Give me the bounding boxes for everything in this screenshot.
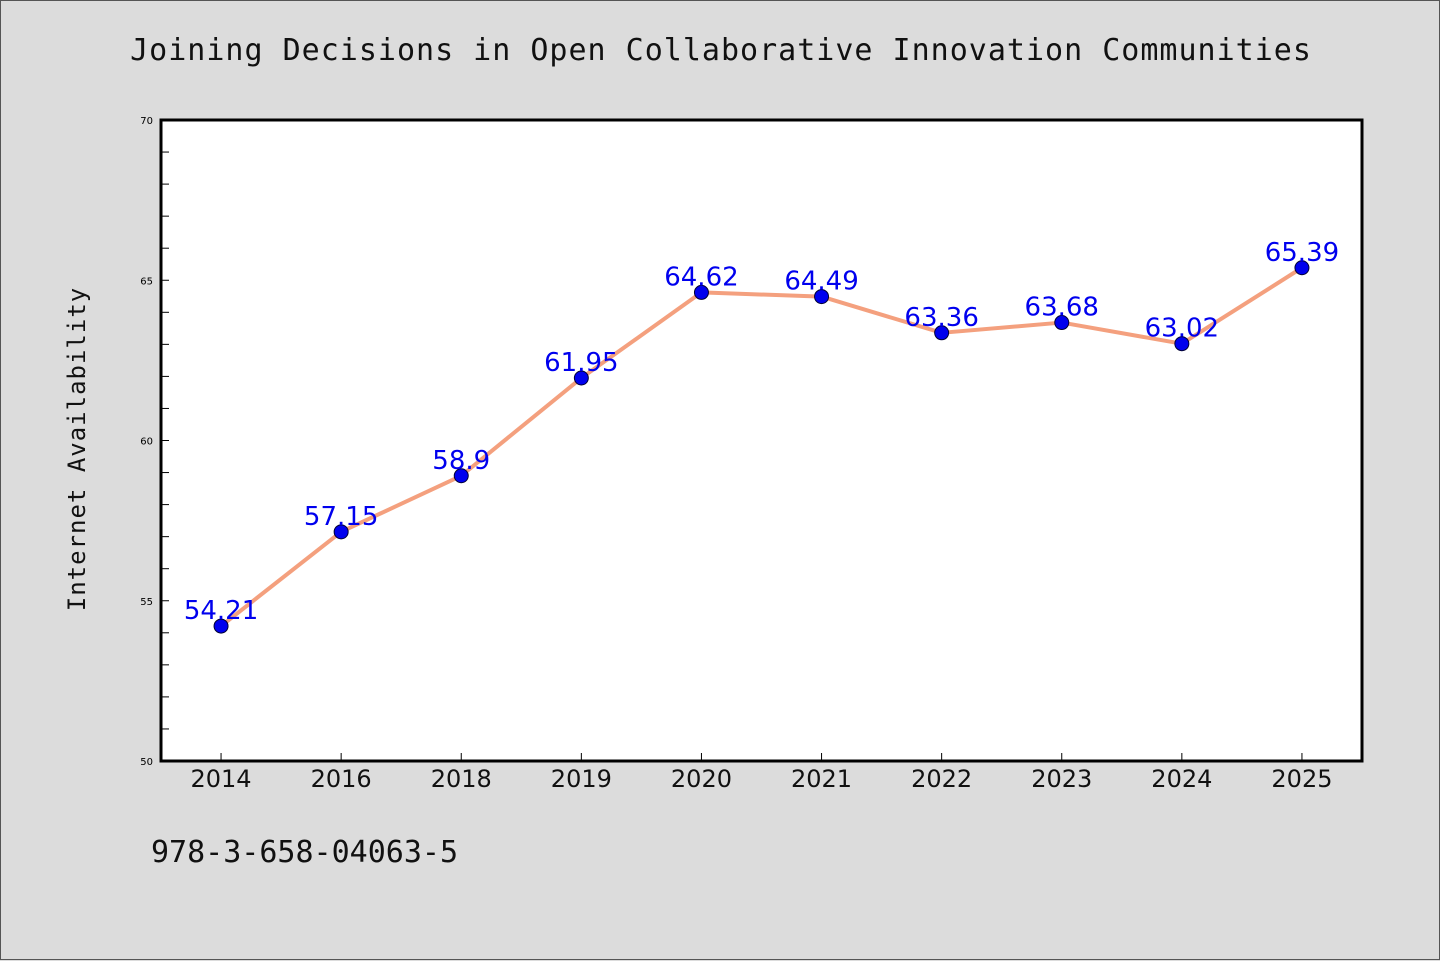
x-tick-label: 2016 (311, 765, 372, 793)
data-label: 58.9 (432, 446, 490, 476)
y-tick-label: 60 (140, 437, 153, 448)
data-label: 63.36 (904, 303, 978, 333)
data-label: 64.62 (664, 262, 738, 292)
data-point (1294, 260, 1310, 276)
data-point (573, 370, 589, 386)
x-tick-label: 2018 (431, 765, 492, 793)
data-point (453, 468, 469, 484)
plot-area (159, 118, 1364, 763)
x-tick-label: 2024 (1151, 765, 1212, 793)
x-tick-label: 2022 (911, 765, 972, 793)
data-label: 57.15 (304, 502, 378, 532)
x-tick-label: 2020 (671, 765, 732, 793)
data-point (1054, 315, 1070, 331)
data-label: 64.49 (784, 267, 858, 297)
x-tick-label: 2019 (551, 765, 612, 793)
y-tick-label: 70 (140, 116, 153, 127)
data-point (814, 289, 830, 305)
series-line (219, 265, 1304, 629)
x-tick-label: 2023 (1031, 765, 1092, 793)
chart-title: Joining Decisions in Open Collaborative … (130, 33, 1312, 68)
y-tick-label: 50 (140, 757, 153, 768)
data-point (333, 524, 349, 540)
y-tick-label: 65 (140, 276, 153, 287)
data-point (213, 618, 229, 634)
data-point (1174, 336, 1190, 352)
data-label: 65.39 (1265, 238, 1339, 268)
isbn-text: 978-3-658-04063-5 (151, 835, 459, 870)
x-tick-label: 2025 (1271, 765, 1332, 793)
data-label: 61.95 (544, 348, 618, 378)
data-point (693, 284, 709, 300)
data-label: 54.21 (184, 596, 258, 626)
x-tick-label: 2014 (191, 765, 252, 793)
y-tick-label: 55 (140, 597, 153, 608)
x-tick-label: 2021 (791, 765, 852, 793)
data-label: 63.68 (1025, 293, 1099, 323)
data-point (934, 325, 950, 341)
data-label: 63.02 (1145, 314, 1219, 344)
